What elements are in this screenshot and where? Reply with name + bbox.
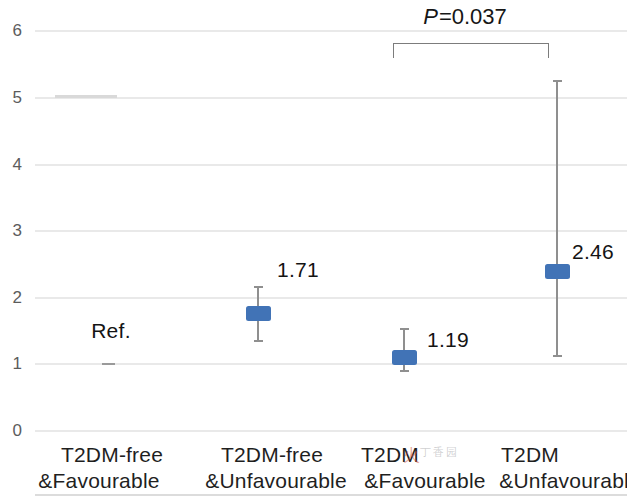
gridline <box>35 164 627 166</box>
category-label-line2: &Favourable <box>9 469 189 493</box>
data-label: 1.19 <box>403 328 493 352</box>
forest-plot-chart: 0 1 2 3 4 5 6 Ref. 1.71 1.19 2.46 T2DM-free&Favou… <box>0 0 627 500</box>
p-value-text: =0.037 <box>439 4 507 29</box>
watermark-flame-icon: 火 <box>403 446 420 465</box>
y-tick-label: 2 <box>0 288 22 308</box>
category-label-line1: T2DM-free <box>22 443 202 467</box>
data-label: Ref. <box>66 319 156 343</box>
error-bar-cap-bottom <box>553 355 562 357</box>
category-label-line2: &Unfavourable <box>480 469 627 493</box>
error-bar-cap-top <box>553 80 562 82</box>
error-bar-cap-top <box>254 286 263 288</box>
category-label-line1: T2DM <box>440 443 620 467</box>
y-tick-label: 0 <box>0 421 22 441</box>
gridline <box>35 297 627 299</box>
data-label: 2.46 <box>548 240 627 264</box>
p-symbol: P <box>423 4 439 29</box>
y-tick-label: 6 <box>0 21 22 41</box>
gridline <box>35 363 627 365</box>
gridline <box>35 30 627 32</box>
significance-bracket <box>393 43 549 58</box>
watermark-text: 丁香园 <box>420 446 459 458</box>
point-marker <box>246 306 271 321</box>
gridline <box>35 97 627 99</box>
y-tick-label: 5 <box>0 88 22 108</box>
error-bar-cap-bottom <box>400 370 409 372</box>
data-label: 1.71 <box>253 258 343 282</box>
error-bar-line <box>556 81 558 356</box>
gridline <box>35 430 627 432</box>
point-marker <box>392 350 417 365</box>
gridline-smudge <box>55 95 117 98</box>
reference-dash-marker <box>102 363 115 365</box>
gridline <box>35 230 627 232</box>
y-tick-label: 1 <box>0 354 22 374</box>
point-marker <box>545 264 570 279</box>
y-tick-label: 3 <box>0 221 22 241</box>
p-value-annotation: P=0.037 <box>385 4 545 30</box>
error-bar-cap-bottom <box>254 340 263 342</box>
bottom-border-line <box>35 494 627 496</box>
watermark: 火丁香园 <box>403 444 459 467</box>
y-tick-label: 4 <box>0 155 22 175</box>
